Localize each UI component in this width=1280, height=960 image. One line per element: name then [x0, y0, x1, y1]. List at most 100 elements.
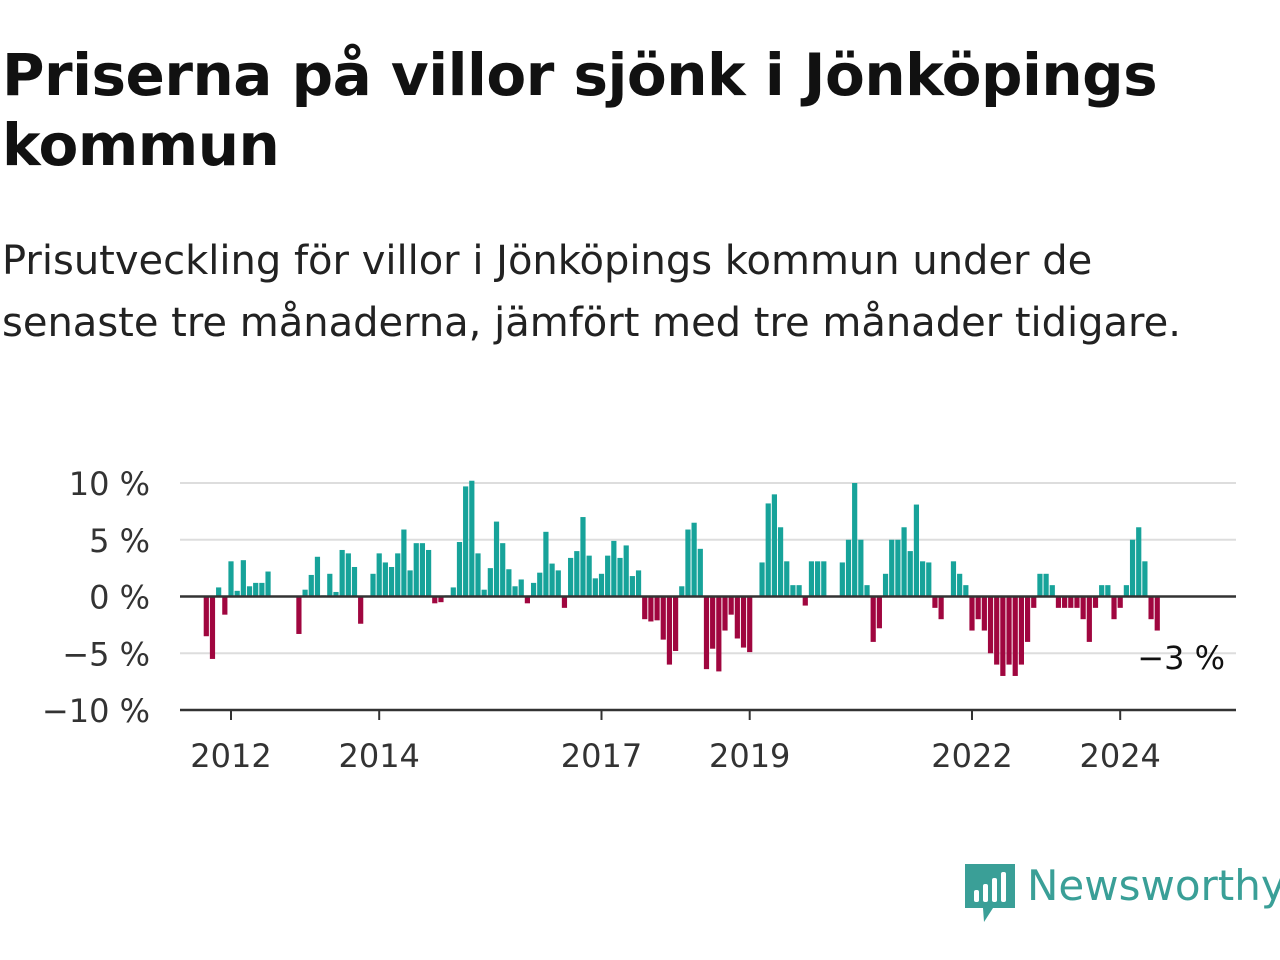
bar-positive	[407, 570, 413, 597]
bar-positive	[475, 553, 481, 597]
bar-chart-speech-bubble-icon	[965, 864, 1015, 922]
bar-positive	[839, 562, 845, 597]
bar-negative	[673, 596, 679, 651]
bar-negative	[1006, 596, 1012, 665]
bar-negative	[209, 596, 216, 659]
bar-positive	[1136, 527, 1142, 597]
bar-positive	[685, 529, 691, 597]
bar-positive	[858, 539, 864, 597]
bar-positive	[228, 561, 234, 597]
bar-negative	[994, 596, 1000, 665]
bar-positive	[302, 589, 308, 597]
bar-positive	[1043, 573, 1049, 597]
bar-positive	[611, 540, 617, 597]
bar-negative	[728, 596, 734, 615]
bar-positive	[370, 573, 376, 597]
bar-negative	[870, 596, 876, 642]
bar-negative	[981, 596, 987, 631]
bar-positive	[815, 561, 821, 597]
bar-positive	[821, 561, 827, 597]
bar-positive	[456, 542, 463, 597]
bar-positive	[950, 561, 957, 597]
bar-negative	[716, 596, 722, 672]
y-tick-label: 0 %	[89, 579, 150, 617]
bar-positive	[308, 574, 314, 597]
bar-positive	[395, 553, 401, 597]
bar-positive	[882, 573, 889, 597]
bar-positive	[512, 586, 518, 597]
x-axis-tick-labels: 2012 2014 2017 2019 2022 2024	[190, 710, 1161, 775]
bar-negative	[642, 596, 648, 620]
bar-positive	[568, 557, 574, 597]
bar-negative	[747, 596, 753, 653]
bar-negative	[1062, 596, 1068, 608]
bar-positive	[592, 578, 598, 597]
bar-positive	[913, 504, 920, 597]
bar-positive	[907, 551, 913, 597]
bar-positive	[598, 573, 605, 597]
bar-positive	[586, 555, 592, 597]
bar-negative	[432, 596, 438, 604]
bar-positive	[845, 539, 852, 597]
bar-positive	[679, 586, 685, 597]
bar-positive	[623, 545, 629, 597]
bar-positive	[419, 543, 426, 597]
bar-positive	[549, 563, 555, 597]
bar-positive	[864, 585, 870, 597]
bar-negative	[358, 596, 364, 624]
bar-positive	[426, 549, 432, 597]
bar-negative	[1080, 596, 1086, 620]
bar-negative	[1111, 596, 1117, 620]
bar-negative	[524, 596, 530, 604]
bar-positive	[382, 562, 388, 597]
y-tick-label: 10 %	[69, 465, 150, 503]
bar-negative	[1031, 596, 1037, 608]
x-tick-label: 2012	[190, 737, 271, 775]
bar-positive	[506, 569, 512, 597]
bar-negative	[710, 596, 716, 649]
bar-negative	[703, 596, 710, 670]
bar-positive	[555, 570, 561, 597]
bar-negative	[1117, 596, 1123, 608]
bar-negative	[1024, 596, 1031, 642]
bar-positive	[790, 585, 796, 597]
bar-negative	[1148, 596, 1154, 620]
y-tick-label: −10 %	[42, 692, 150, 730]
bar-positive	[463, 486, 469, 597]
bar-positive	[1129, 539, 1136, 597]
y-axis-tick-labels: 10 % 5 % 0 % −5 % −10 %	[42, 465, 150, 730]
bar-positive	[759, 562, 765, 597]
bar-positive	[1123, 585, 1129, 597]
bar-positive	[1099, 585, 1105, 597]
bar-negative	[1068, 596, 1074, 608]
y-tick-label: 5 %	[89, 522, 150, 560]
bar-positive	[450, 587, 456, 597]
bar-positive	[574, 551, 580, 597]
bar-positive	[808, 561, 815, 597]
bar-positive	[259, 582, 265, 597]
bar-negative	[438, 596, 444, 603]
chart-subtitle: Prisutveckling för villor i Jönköpings k…	[2, 238, 1181, 346]
bar-negative	[1086, 596, 1092, 642]
x-tick-label: 2014	[338, 737, 419, 775]
bar-positive	[635, 570, 642, 597]
bar-negative	[203, 596, 209, 637]
bar-positive	[852, 483, 858, 597]
bar-positive	[765, 503, 771, 597]
x-tick-label: 2019	[709, 737, 790, 775]
bar-positive	[895, 539, 901, 597]
bar-negative	[296, 596, 302, 634]
bar-negative	[561, 596, 568, 608]
bar-positive	[957, 573, 963, 597]
bars	[203, 480, 1160, 676]
bar-positive	[339, 549, 345, 597]
bar-positive	[537, 572, 543, 597]
bar-positive	[376, 553, 382, 597]
bar-positive	[234, 590, 240, 597]
brand-name: Newsworthy	[1027, 861, 1280, 910]
bar-positive	[1105, 585, 1111, 597]
bar-negative	[1055, 596, 1062, 608]
bar-negative	[734, 596, 740, 639]
bar-positive	[246, 586, 253, 597]
x-tick-label: 2022	[931, 737, 1012, 775]
